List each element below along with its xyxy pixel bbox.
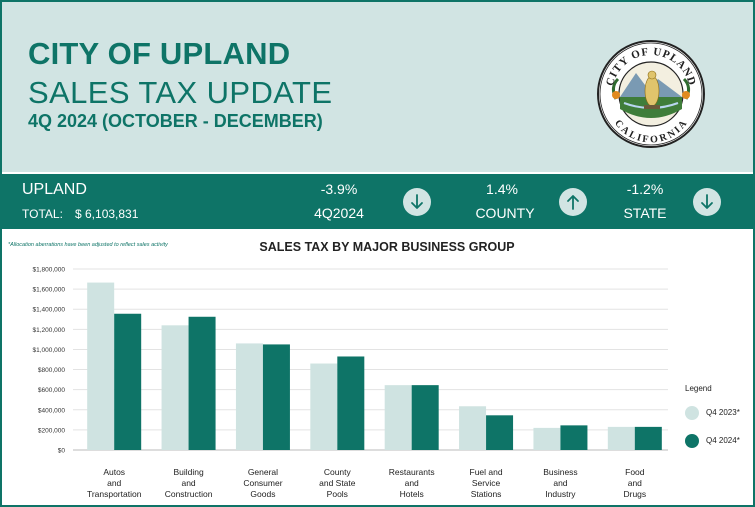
x-tick-label: Business — [543, 467, 578, 477]
y-tick-label: $800,000 — [38, 367, 65, 374]
x-tick-label: and — [628, 478, 642, 488]
legend-label-2023: Q4 2023* — [706, 408, 740, 417]
bar-q4-2024 — [114, 313, 142, 450]
chart-title: SALES TAX BY MAJOR BUSINESS GROUP — [259, 240, 515, 254]
legend-label-2024: Q4 2024* — [706, 436, 740, 445]
legend-swatch-2023 — [685, 406, 699, 420]
x-tick-label: and — [405, 478, 419, 488]
x-tick-label: Service — [472, 478, 501, 488]
bar-q4-2023 — [161, 325, 189, 450]
x-tick-label: and — [553, 478, 567, 488]
x-tick-label: Restaurants — [389, 467, 435, 477]
bar-q4-2023 — [310, 363, 338, 450]
metric-state-label: STATE — [623, 205, 667, 221]
city-seal-icon: CITY OF UPLAND CALIFORNIA — [597, 40, 705, 148]
y-tick-label: $0 — [58, 448, 66, 455]
arrow-down-icon — [693, 188, 721, 216]
bar-q4-2024 — [188, 316, 216, 450]
bar-q4-2024 — [560, 425, 588, 450]
report-period: 4Q 2024 (OCTOBER - DECEMBER) — [28, 111, 323, 131]
y-tick-label: $1,600,000 — [32, 287, 65, 294]
x-tick-label: Industry — [545, 489, 576, 499]
bar-q4-2023 — [235, 343, 263, 450]
bar-q4-2024 — [337, 356, 365, 450]
y-tick-label: $1,000,000 — [32, 347, 65, 354]
arrow-up-icon — [559, 188, 587, 216]
x-tick-label: Goods — [250, 489, 275, 499]
metric-state-change: -1.2% — [626, 181, 664, 197]
x-tick-label: Hotels — [400, 489, 424, 499]
summary-band: UPLAND TOTAL: $ 6,103,831 -3.9% 4Q2024 1… — [2, 174, 753, 229]
y-tick-label: $600,000 — [38, 387, 65, 394]
bar-q4-2024 — [634, 426, 662, 450]
x-tick-label: Stations — [471, 489, 502, 499]
x-tick-label: Consumer — [243, 478, 282, 488]
x-tick-label: Drugs — [623, 489, 646, 499]
bar-q4-2023 — [533, 427, 561, 450]
metric-county-label: COUNTY — [475, 205, 535, 221]
y-tick-label: $200,000 — [38, 427, 65, 434]
x-tick-label: Food — [625, 467, 645, 477]
legend-swatch-2024 — [685, 434, 699, 448]
bar-q4-2024 — [486, 415, 514, 450]
x-tick-label: and — [181, 478, 195, 488]
city-title: CITY OF UPLAND — [28, 36, 291, 71]
bar-q4-2023 — [87, 282, 115, 450]
allocation-note: *Allocation aberrations have been adjust… — [8, 242, 168, 248]
x-tick-label: Transportation — [87, 489, 142, 499]
x-tick-label: General — [248, 467, 278, 477]
bar-q4-2024 — [262, 344, 290, 450]
bar-q4-2023 — [384, 385, 412, 450]
metric-quarter-label: 4Q2024 — [314, 205, 364, 221]
x-tick-label: Pools — [327, 489, 348, 499]
x-tick-label: Construction — [165, 489, 213, 499]
y-tick-label: $1,400,000 — [32, 307, 65, 314]
x-tick-label: Building — [173, 467, 204, 477]
bar-q4-2024 — [411, 385, 439, 450]
x-tick-label: Fuel and — [470, 467, 503, 477]
report-subtitle: SALES TAX UPDATE — [28, 75, 333, 110]
y-tick-label: $1,200,000 — [32, 327, 65, 334]
y-tick-label: $400,000 — [38, 407, 65, 414]
bar-q4-2023 — [607, 426, 635, 450]
header: CITY OF UPLAND SALES TAX UPDATE 4Q 2024 … — [2, 2, 753, 172]
bar-q4-2023 — [459, 406, 487, 450]
summary-city: UPLAND — [22, 181, 87, 198]
y-tick-label: $1,800,000 — [32, 267, 65, 274]
x-tick-label: County — [324, 467, 352, 477]
summary-total-value: $ 6,103,831 — [75, 207, 139, 221]
x-tick-label: and State — [319, 478, 356, 488]
x-tick-label: Autos — [103, 467, 125, 477]
arrow-down-icon — [403, 188, 431, 216]
summary-total-label: TOTAL: — [22, 207, 63, 221]
metric-quarter-change: -3.9% — [320, 181, 358, 197]
legend-title: Legend — [685, 384, 712, 393]
x-tick-label: and — [107, 478, 121, 488]
metric-county-change: 1.4% — [486, 181, 518, 197]
